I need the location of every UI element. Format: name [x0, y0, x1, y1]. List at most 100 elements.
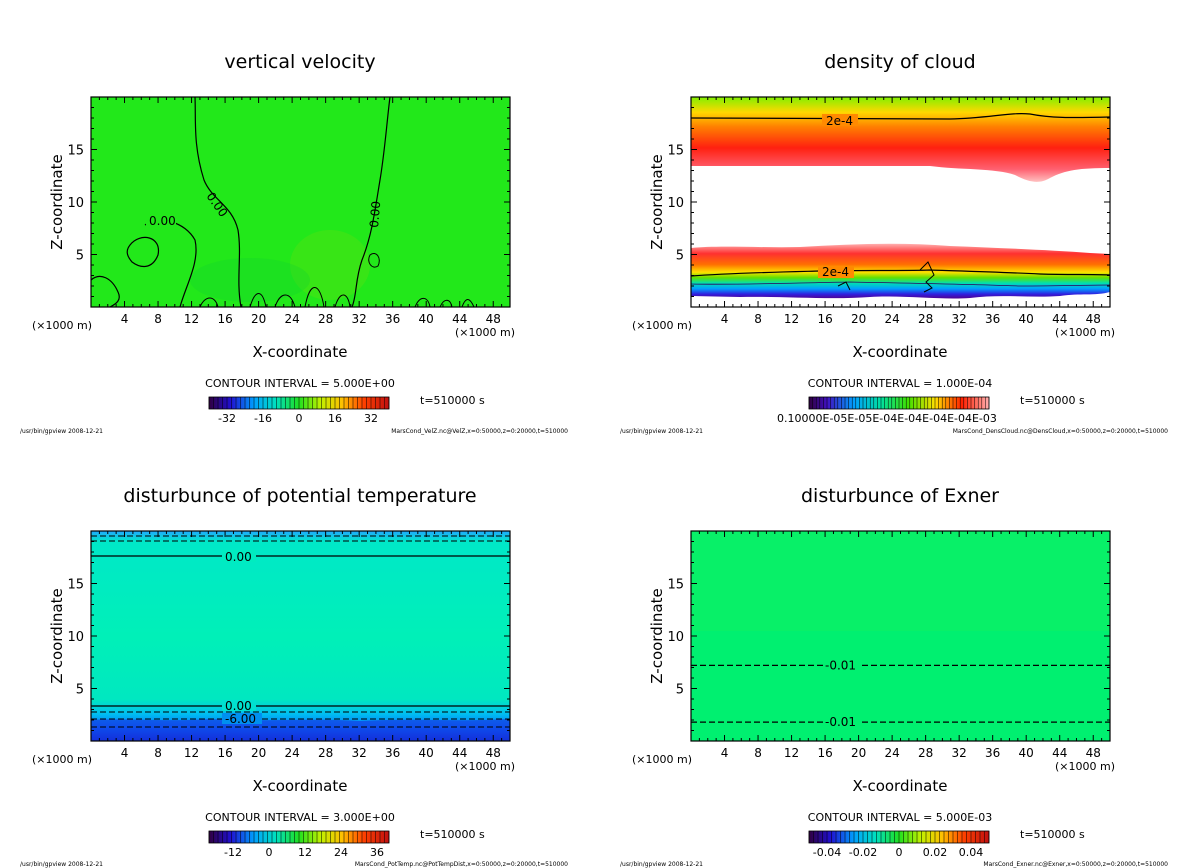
x-tick-label: 36: [385, 312, 400, 326]
contour-line: [199, 287, 475, 308]
x-tick-label: 4: [121, 746, 129, 760]
y-tick-label: 15: [667, 578, 684, 593]
contour-label-bg: [823, 659, 859, 672]
y-axis-label: Z-coordinate: [648, 154, 666, 249]
contour-line: [351, 96, 391, 308]
contour-interval: CONTOUR INTERVAL = 5.000E+00: [205, 377, 395, 390]
x-tick-label: 16: [817, 746, 832, 760]
footer-right: MarsCond_DensCloud.nc@DensCloud,x=0:5000…: [953, 428, 1168, 435]
plot-area: [91, 97, 510, 307]
x-tick-label: 4: [121, 312, 129, 326]
y-tick-label: 5: [676, 249, 684, 264]
contour-lines: -0.01 -0.01: [691, 658, 1110, 729]
x-tick-label: 44: [452, 746, 467, 760]
x-tick-label: 36: [985, 746, 1000, 760]
x-tick-label: 8: [154, 746, 162, 760]
contour-label-bg: [818, 266, 854, 278]
colorbar-label: 0.04: [959, 846, 984, 859]
x-tick-label: 8: [754, 312, 762, 326]
cloud-band-lower: [691, 243, 1110, 299]
x-ticks: 4 8 12 16 20 24 28 32 36 40 44 48: [698, 97, 1103, 326]
panel-density-of-cloud: density of cloud 2e-4 2e-4 4 8 12 16 20 24 28 3…: [620, 51, 1168, 435]
contour-line: [368, 252, 380, 268]
x-tick-label: 20: [251, 312, 266, 326]
x-tick-label: 28: [918, 312, 933, 326]
panel-exner: disturbunce of Exner -0.01-0.01 4 8 12 16 20…: [620, 485, 1168, 868]
y-ticks: 5 10 15: [67, 107, 510, 297]
y-tick-label: 10: [667, 196, 684, 211]
x-tick-label: 20: [251, 746, 266, 760]
x-unit-left: (×1000 m): [632, 319, 692, 332]
x-tick-label: 8: [754, 746, 762, 760]
y-tick-label: 5: [76, 683, 84, 698]
x-tick-label: 32: [952, 312, 967, 326]
x-tick-label: 44: [1052, 746, 1067, 760]
chart-title: density of cloud: [824, 51, 976, 73]
colorbar-ticks: -12 0 12 24 36: [208, 831, 390, 859]
time-label: t=510000 s: [1020, 394, 1085, 407]
chart-title: disturbunce of Exner: [801, 485, 999, 507]
colorbar-ticks: [808, 397, 990, 409]
footer-right: MarsCond_PotTemp.nc@PotTempDist,x=0:5000…: [355, 861, 568, 868]
contour-label-bg: [823, 716, 859, 729]
contour-label-bg: [822, 114, 858, 126]
colorbar-label: 12: [298, 846, 312, 859]
x-ticks: 4 8 12 16 20 24 28 32 36 40 44 48: [98, 97, 503, 326]
y-axis-label: Z-coordinate: [48, 154, 66, 249]
x-unit-left: (×1000 m): [632, 753, 692, 766]
panel-vertical-velocity: vertical velocity 0.00 0.00 0.00 4 8 12 16 2…: [20, 51, 568, 435]
x-tick-label: 40: [1019, 746, 1034, 760]
y-tick-label: 15: [667, 144, 684, 159]
contour-interval: CONTOUR INTERVAL = 1.000E-04: [808, 377, 992, 390]
x-tick-label: 16: [217, 312, 232, 326]
x-tick-label: 24: [884, 746, 899, 760]
colorbar-label: 32: [364, 412, 378, 425]
x-tick-label: 8: [154, 312, 162, 326]
colorbar-label: 24: [334, 846, 348, 859]
field-shade: [290, 230, 370, 300]
x-tick-label: 24: [284, 746, 299, 760]
x-tick-label: 20: [851, 746, 866, 760]
y-tick-label: 10: [67, 630, 84, 645]
footer-right: MarsCond_VelZ.nc@VelZ,x=0:50000,z=0:2000…: [391, 428, 568, 435]
x-tick-label: 32: [352, 312, 367, 326]
x-unit-left: (×1000 m): [32, 319, 92, 332]
colorbar-label: 0: [296, 412, 303, 425]
x-ticks: 4 8 12 16 20 24 28 32 36 40 44 48: [698, 531, 1103, 760]
contour-line: [690, 113, 1111, 120]
colorbar-label: -0.02: [849, 846, 877, 859]
x-tick-label: 12: [784, 746, 799, 760]
x-tick-label: 36: [985, 312, 1000, 326]
colorbar-labels-overlap: 0.10000E-05E-05E-04E-04E-04E-04E-03: [777, 412, 997, 425]
contour-label: -0.01: [825, 658, 856, 672]
x-tick-label: 32: [952, 746, 967, 760]
x-unit-right: (×1000 m): [455, 760, 515, 773]
x-tick-label: 48: [486, 312, 501, 326]
field-shade: [91, 719, 510, 741]
footer-left: /usr/bin/gpview 2008-12-21: [620, 861, 703, 868]
x-tick-label: 36: [385, 746, 400, 760]
x-tick-label: 12: [184, 746, 199, 760]
colorbar-ticks: -32 -16 0 16 32: [208, 397, 390, 425]
x-tick-label: 28: [318, 312, 333, 326]
contour-label: 0.00: [149, 214, 176, 228]
colorbar-ticks: -0.04 -0.02 0 0.02 0.04: [808, 831, 990, 859]
colorbar-label: 36: [370, 846, 384, 859]
contour-line: [194, 96, 242, 308]
plot-area: [91, 531, 510, 741]
y-tick-label: 10: [667, 630, 684, 645]
x-tick-label: 16: [817, 312, 832, 326]
x-tick-label: 44: [452, 312, 467, 326]
contour-label: -0.01: [825, 715, 856, 729]
y-tick-label: 15: [67, 578, 84, 593]
contour-interval: CONTOUR INTERVAL = 3.000E+00: [205, 811, 395, 824]
time-label: t=510000 s: [420, 394, 485, 407]
colorbar-label: 16: [328, 412, 342, 425]
field-shade: [691, 531, 1110, 631]
field-shade: [190, 258, 310, 302]
x-tick-label: 4: [721, 312, 729, 326]
x-tick-label: 16: [217, 746, 232, 760]
contour-label-bg: [222, 713, 262, 724]
x-unit-right: (×1000 m): [455, 326, 515, 339]
